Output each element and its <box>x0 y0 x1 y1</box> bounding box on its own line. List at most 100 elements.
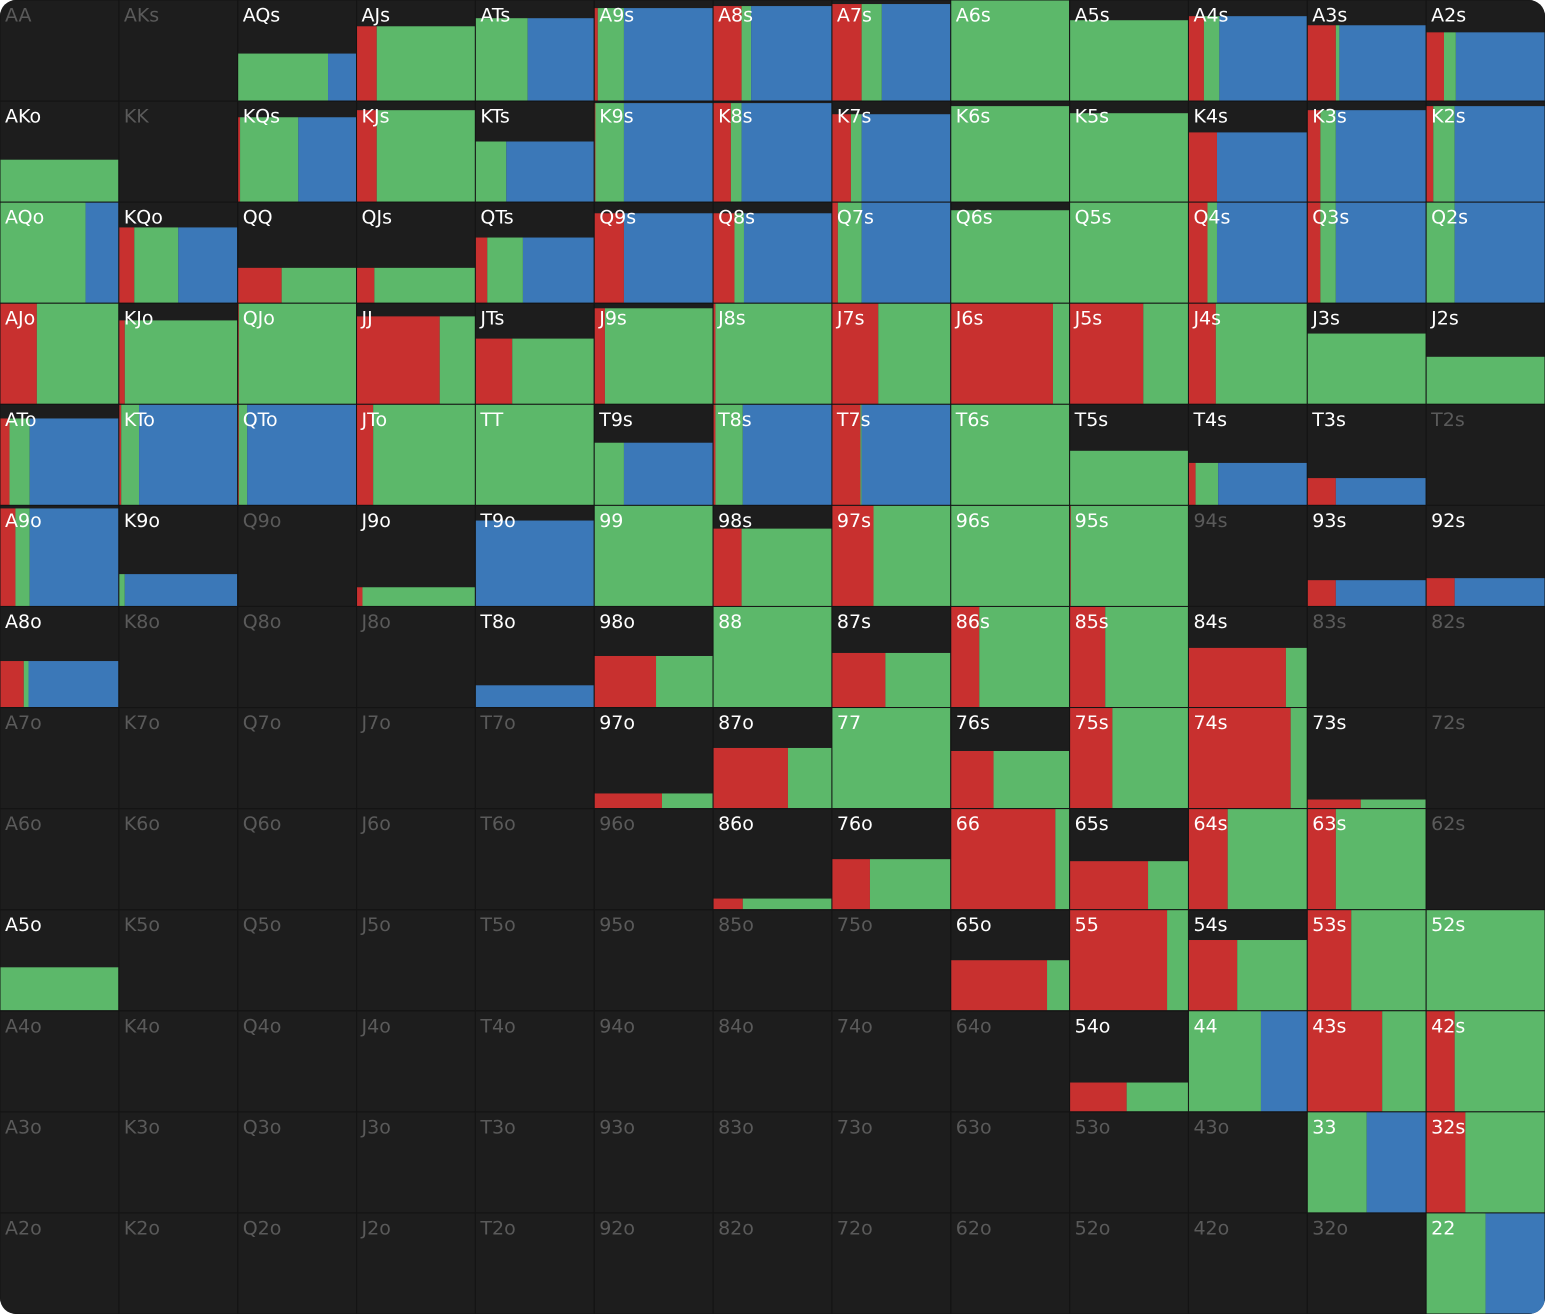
hand-label: Q5s <box>1075 207 1112 229</box>
hand-label: K5o <box>124 914 160 936</box>
hand-label: QTs <box>480 207 513 229</box>
hand-label: 42o <box>1193 1217 1229 1239</box>
hand-label: K3s <box>1312 106 1346 128</box>
hand-label: K7o <box>124 712 160 734</box>
hand-label: Q5o <box>243 914 282 936</box>
hand-label: 32o <box>1312 1217 1348 1239</box>
hand-label: A5s <box>1075 5 1110 27</box>
action-segment <box>1454 578 1545 607</box>
action-segment <box>950 751 994 809</box>
action-segment <box>475 141 507 203</box>
hand-label: A6o <box>5 813 42 835</box>
action-segment <box>861 114 951 203</box>
action-segment <box>1339 25 1427 102</box>
hand-label: AQs <box>243 5 281 27</box>
action-segment <box>950 106 1070 203</box>
action-segment <box>1188 202 1208 304</box>
hand-label: A9o <box>5 510 42 532</box>
action-segment <box>861 4 882 102</box>
hand-label: K9s <box>599 106 633 128</box>
action-segment <box>1426 1111 1466 1213</box>
hand-label: A3s <box>1312 5 1347 27</box>
hand-label: 92s <box>1431 510 1465 532</box>
action-segment <box>1443 32 1456 102</box>
action-segment <box>124 574 238 607</box>
action-segment <box>742 898 832 910</box>
hand-label: 43o <box>1193 1116 1229 1138</box>
hand-label: T2o <box>479 1217 515 1239</box>
action-segment <box>487 237 523 304</box>
action-segment <box>1112 707 1189 809</box>
hand-label: QJs <box>362 207 392 229</box>
hand-label: 75s <box>1075 712 1109 734</box>
action-segment <box>1307 333 1427 405</box>
action-segment <box>1069 707 1113 809</box>
action-segment <box>1188 647 1286 708</box>
action-segment <box>623 8 714 102</box>
action-segment <box>1203 16 1220 102</box>
hand-label: K4o <box>124 1015 160 1037</box>
action-segment <box>0 418 10 506</box>
hand-label: KQo <box>124 207 163 229</box>
action-segment <box>1485 1212 1545 1314</box>
action-segment <box>29 508 119 607</box>
action-segment <box>1320 110 1336 203</box>
hand-label: Q3s <box>1312 207 1349 229</box>
action-segment <box>1426 1010 1455 1112</box>
action-segment <box>374 267 476 304</box>
hand-label: 99 <box>599 510 623 532</box>
action-segment <box>831 404 861 506</box>
action-segment <box>713 6 742 102</box>
action-segment <box>1216 202 1308 304</box>
action-segment <box>1069 303 1144 405</box>
action-segment <box>623 442 714 506</box>
hand-label: 44 <box>1193 1015 1217 1037</box>
action-segment <box>512 338 595 405</box>
hand-label: KJs <box>362 106 390 128</box>
hand-label: 53s <box>1312 914 1346 936</box>
action-segment <box>831 114 851 203</box>
hand-label: 88 <box>718 611 742 633</box>
hand-label: 83s <box>1312 611 1346 633</box>
action-segment <box>1069 606 1106 708</box>
hand-label: AKs <box>124 5 159 27</box>
hand-label: 76s <box>956 712 990 734</box>
action-segment <box>594 213 624 304</box>
action-segment <box>1426 1212 1486 1314</box>
action-segment <box>23 661 29 708</box>
hand-label: 83o <box>718 1116 754 1138</box>
hand-label: 96o <box>599 813 635 835</box>
action-segment <box>873 505 951 607</box>
hand-label: A7o <box>5 712 42 734</box>
hand-label: Q2s <box>1431 207 1468 229</box>
hand-label: A9s <box>599 5 634 27</box>
hand-label: 94o <box>599 1015 635 1037</box>
hand-label: 55 <box>1075 914 1099 936</box>
hand-label: 63o <box>956 1116 992 1138</box>
hand-label: K8s <box>718 106 752 128</box>
hand-label: Q8o <box>243 611 282 633</box>
hand-label: 62s <box>1431 813 1465 835</box>
action-segment <box>1069 202 1189 304</box>
hand-label: A4o <box>5 1015 42 1037</box>
action-segment <box>1335 808 1427 910</box>
hand-label: 94s <box>1193 510 1227 532</box>
hand-label: Q8s <box>718 207 755 229</box>
action-segment <box>713 528 742 607</box>
action-segment <box>475 18 528 102</box>
action-segment <box>237 53 329 102</box>
hand-label: 32s <box>1431 1116 1465 1138</box>
action-segment <box>475 338 513 405</box>
action-segment <box>950 0 1070 102</box>
action-segment <box>1307 1111 1367 1213</box>
action-segment <box>1335 25 1340 102</box>
action-segment <box>9 418 30 506</box>
action-segment <box>594 308 605 405</box>
hand-label: Q2o <box>243 1217 282 1239</box>
action-segment <box>240 117 299 203</box>
hand-label: 76o <box>837 813 873 835</box>
hand-label: 97s <box>837 510 871 532</box>
hand-label: 86s <box>956 611 990 633</box>
hand-label: 87s <box>837 611 871 633</box>
action-segment <box>1307 202 1321 304</box>
